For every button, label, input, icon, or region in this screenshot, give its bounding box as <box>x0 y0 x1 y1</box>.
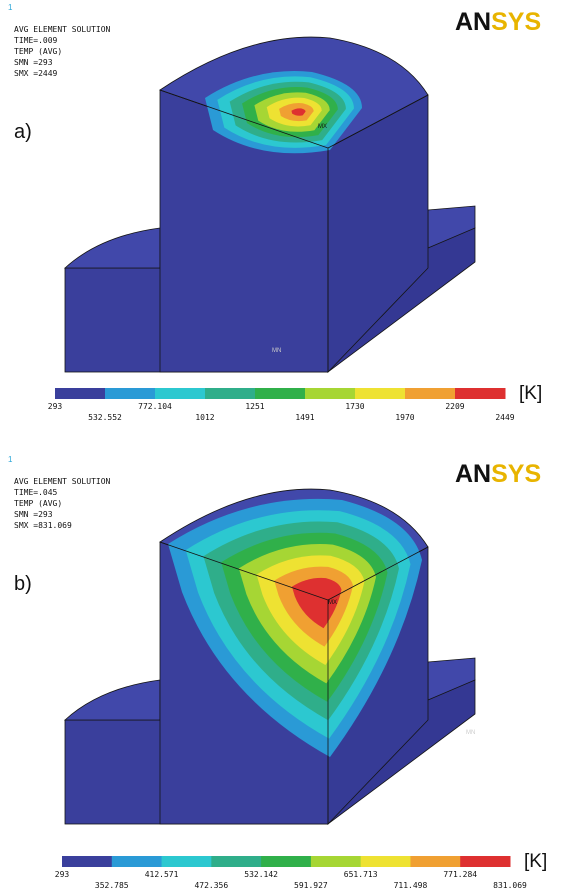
legend-swatch <box>55 388 106 399</box>
base-left-top <box>63 227 161 269</box>
header-line: TIME=.009 <box>14 36 58 45</box>
legend-swatch <box>105 388 156 399</box>
legend-tick-label: 1012 <box>195 413 214 422</box>
legend-tick-label: 352.785 <box>95 881 129 888</box>
header-line: SMN =293 <box>14 510 53 519</box>
header-line: TEMP (AVG) <box>14 47 62 56</box>
legend-tick-label: 831.069 <box>493 881 527 888</box>
window-index: 1 <box>8 3 13 12</box>
legend-tick-label: 472.356 <box>194 881 228 888</box>
legend-swatch <box>255 388 306 399</box>
legend-tick-label: 1970 <box>395 413 414 422</box>
legend-tick-label: 293 <box>48 402 63 411</box>
contour-band <box>291 577 342 629</box>
min-marker: MN <box>466 730 475 736</box>
legend-tick-label: 591.927 <box>294 881 328 888</box>
legend-tick-label: 771.284 <box>443 870 477 879</box>
legend-swatch <box>111 856 163 867</box>
panel-label: b) <box>14 573 32 595</box>
legend-swatch <box>360 856 411 867</box>
logo: ANSYS <box>455 8 541 36</box>
legend-tick-label: 1491 <box>295 413 314 422</box>
base-left-top <box>63 679 161 721</box>
header-line: TIME=.045 <box>14 488 58 497</box>
panel-label: a) <box>14 121 32 143</box>
legend-swatch <box>155 388 206 399</box>
header-line: SMX =831.069 <box>14 521 72 530</box>
legend-tick-label: 772.104 <box>138 402 172 411</box>
legend-tick-label: 532.552 <box>88 413 122 422</box>
legend-swatch <box>460 856 511 867</box>
edge <box>159 89 329 149</box>
min-marker: MN <box>272 348 281 354</box>
legend-swatch <box>310 856 362 867</box>
legend-tick-label: 1251 <box>245 402 264 411</box>
legend-swatch <box>355 388 406 399</box>
legend-tick-label: 651.713 <box>344 870 378 879</box>
legend-swatch <box>205 388 256 399</box>
legend-tick-label: 412.571 <box>145 870 179 879</box>
logo: ANSYS <box>455 460 541 488</box>
legend-swatch <box>305 388 356 399</box>
header-line: AVG ELEMENT SOLUTION <box>14 25 111 34</box>
panel: 1 AVG ELEMENT SOLUTION TIME=.009 TEMP (AVG)… <box>8 3 542 422</box>
window-index: 1 <box>8 455 13 464</box>
panel: 1 AVG ELEMENT SOLUTION TIME=.045 TEMP (AVG)… <box>8 455 547 888</box>
edge <box>327 94 429 149</box>
edge <box>327 546 429 601</box>
legend-tick-label: 711.498 <box>394 881 428 888</box>
legend-tick-label: 2449 <box>495 413 514 422</box>
legend-tick-label: 1730 <box>345 402 364 411</box>
legend-swatch <box>261 856 312 867</box>
contour-band <box>291 108 306 116</box>
legend-swatch <box>405 388 456 399</box>
legend-unit: [K] <box>524 851 547 872</box>
legend-swatch <box>211 856 262 867</box>
max-marker: MX <box>328 600 337 606</box>
legend-swatch <box>410 856 461 867</box>
header-line: SMX =2449 <box>14 69 58 78</box>
legend-tick-label: 2209 <box>445 402 464 411</box>
edge <box>159 541 329 601</box>
legend-swatch <box>161 856 212 867</box>
legend-unit: [K] <box>519 383 542 404</box>
legend-tick-label: 532.142 <box>244 870 278 879</box>
legend-swatch <box>62 856 113 867</box>
max-marker: MX <box>318 124 327 130</box>
header-line: TEMP (AVG) <box>14 499 62 508</box>
legend-tick-label: 293 <box>55 870 70 879</box>
header-line: SMN =293 <box>14 58 53 67</box>
legend-swatch <box>455 388 506 399</box>
header-line: AVG ELEMENT SOLUTION <box>14 477 111 486</box>
